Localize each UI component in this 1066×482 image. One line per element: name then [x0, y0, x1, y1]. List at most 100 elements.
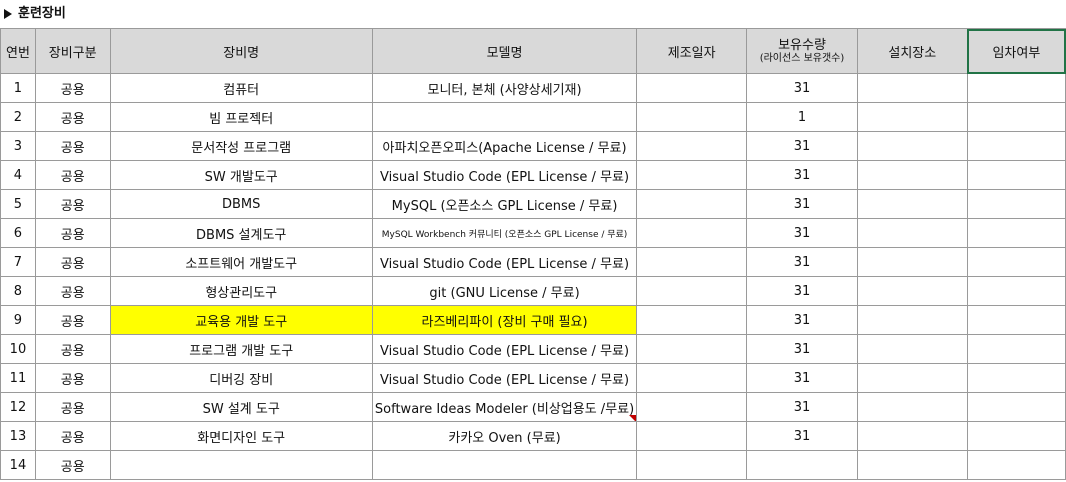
cell-mfg-date[interactable] [636, 276, 748, 306]
cell-location[interactable] [856, 276, 968, 306]
cell-model[interactable] [371, 450, 638, 480]
cell-lease[interactable] [966, 189, 1066, 219]
cell-model[interactable]: git (GNU License / 무료) [371, 276, 638, 306]
cell-mfg-date[interactable] [636, 131, 748, 161]
cell-qty[interactable]: 31 [746, 276, 858, 306]
cell-category[interactable]: 공용 [34, 102, 111, 132]
cell-category[interactable]: 공용 [34, 363, 111, 393]
cell-no[interactable]: 13 [0, 421, 36, 451]
cell-no[interactable]: 6 [0, 218, 36, 248]
cell-lease[interactable] [966, 247, 1066, 277]
header-name[interactable]: 장비명 [109, 28, 373, 74]
header-qty[interactable]: 보유수량 (라이선스 보유갯수) [746, 28, 858, 74]
cell-mfg-date[interactable] [636, 189, 748, 219]
cell-no[interactable]: 12 [0, 392, 36, 422]
cell-name[interactable]: 화면디자인 도구 [109, 421, 373, 451]
cell-no[interactable]: 8 [0, 276, 36, 306]
cell-no[interactable]: 5 [0, 189, 36, 219]
cell-model[interactable]: 라즈베리파이 (장비 구매 필요) [371, 305, 638, 335]
cell-no[interactable]: 10 [0, 334, 36, 364]
cell-name[interactable]: 컴퓨터 [109, 73, 373, 103]
cell-model[interactable]: Software Ideas Modeler (비상업용도 /무료) [371, 392, 638, 422]
cell-name[interactable]: 문서작성 프로그램 [109, 131, 373, 161]
cell-location[interactable] [856, 189, 968, 219]
cell-location[interactable] [856, 392, 968, 422]
cell-qty[interactable]: 31 [746, 73, 858, 103]
comment-indicator-icon[interactable] [629, 415, 636, 421]
cell-no[interactable]: 1 [0, 73, 36, 103]
cell-qty[interactable]: 31 [746, 421, 858, 451]
cell-name[interactable]: SW 개발도구 [109, 160, 373, 190]
cell-qty[interactable]: 31 [746, 334, 858, 364]
cell-category[interactable]: 공용 [34, 276, 111, 306]
cell-lease[interactable] [966, 218, 1066, 248]
cell-lease[interactable] [966, 392, 1066, 422]
cell-model[interactable] [371, 102, 638, 132]
cell-category[interactable]: 공용 [34, 421, 111, 451]
cell-qty[interactable]: 1 [746, 102, 858, 132]
cell-model[interactable]: Visual Studio Code (EPL License / 무료) [371, 334, 638, 364]
header-model[interactable]: 모델명 [371, 28, 638, 74]
cell-mfg-date[interactable] [636, 363, 748, 393]
cell-location[interactable] [856, 102, 968, 132]
cell-category[interactable]: 공용 [34, 334, 111, 364]
header-location[interactable]: 설치장소 [856, 28, 968, 74]
cell-qty[interactable]: 31 [746, 392, 858, 422]
cell-name[interactable]: DBMS [109, 189, 373, 219]
cell-name[interactable]: 디버깅 장비 [109, 363, 373, 393]
cell-qty[interactable]: 31 [746, 363, 858, 393]
cell-category[interactable]: 공용 [34, 392, 111, 422]
cell-location[interactable] [856, 218, 968, 248]
cell-location[interactable] [856, 131, 968, 161]
cell-location[interactable] [856, 363, 968, 393]
cell-mfg-date[interactable] [636, 450, 748, 480]
header-category[interactable]: 장비구분 [34, 28, 111, 74]
cell-model[interactable]: MySQL Workbench 커뮤니티 (오픈소스 GPL License /… [371, 218, 638, 248]
cell-category[interactable]: 공용 [34, 131, 111, 161]
cell-category[interactable]: 공용 [34, 160, 111, 190]
cell-no[interactable]: 9 [0, 305, 36, 335]
header-lease[interactable]: 임차여부 [966, 28, 1066, 74]
cell-qty[interactable]: 31 [746, 305, 858, 335]
cell-location[interactable] [856, 421, 968, 451]
cell-lease[interactable] [966, 131, 1066, 161]
cell-location[interactable] [856, 160, 968, 190]
cell-no[interactable]: 2 [0, 102, 36, 132]
cell-mfg-date[interactable] [636, 102, 748, 132]
cell-category[interactable]: 공용 [34, 247, 111, 277]
cell-model[interactable]: Visual Studio Code (EPL License / 무료) [371, 247, 638, 277]
header-no[interactable]: 연번 [0, 28, 36, 74]
cell-mfg-date[interactable] [636, 392, 748, 422]
cell-name[interactable]: 프로그램 개발 도구 [109, 334, 373, 364]
cell-lease[interactable] [966, 305, 1066, 335]
cell-location[interactable] [856, 73, 968, 103]
cell-model[interactable]: 아파치오픈오피스(Apache License / 무료) [371, 131, 638, 161]
cell-name[interactable]: 소프트웨어 개발도구 [109, 247, 373, 277]
cell-lease[interactable] [966, 334, 1066, 364]
cell-name[interactable] [109, 450, 373, 480]
cell-location[interactable] [856, 334, 968, 364]
cell-name[interactable]: 빔 프로젝터 [109, 102, 373, 132]
cell-mfg-date[interactable] [636, 218, 748, 248]
cell-name[interactable]: 교육용 개발 도구 [109, 305, 373, 335]
cell-model[interactable]: Visual Studio Code (EPL License / 무료) [371, 160, 638, 190]
cell-name[interactable]: SW 설계 도구 [109, 392, 373, 422]
cell-lease[interactable] [966, 102, 1066, 132]
cell-lease[interactable] [966, 363, 1066, 393]
cell-lease[interactable] [966, 276, 1066, 306]
cell-lease[interactable] [966, 73, 1066, 103]
cell-mfg-date[interactable] [636, 334, 748, 364]
cell-qty[interactable]: 31 [746, 247, 858, 277]
cell-qty[interactable] [746, 450, 858, 480]
cell-category[interactable]: 공용 [34, 218, 111, 248]
cell-lease[interactable] [966, 160, 1066, 190]
cell-mfg-date[interactable] [636, 421, 748, 451]
cell-qty[interactable]: 31 [746, 131, 858, 161]
cell-category[interactable]: 공용 [34, 305, 111, 335]
cell-model[interactable]: 카카오 Oven (무료) [371, 421, 638, 451]
cell-model[interactable]: 모니터, 본체 (사양상세기재) [371, 73, 638, 103]
cell-name[interactable]: 형상관리도구 [109, 276, 373, 306]
cell-location[interactable] [856, 305, 968, 335]
header-mfg-date[interactable]: 제조일자 [636, 28, 748, 74]
cell-qty[interactable]: 31 [746, 218, 858, 248]
